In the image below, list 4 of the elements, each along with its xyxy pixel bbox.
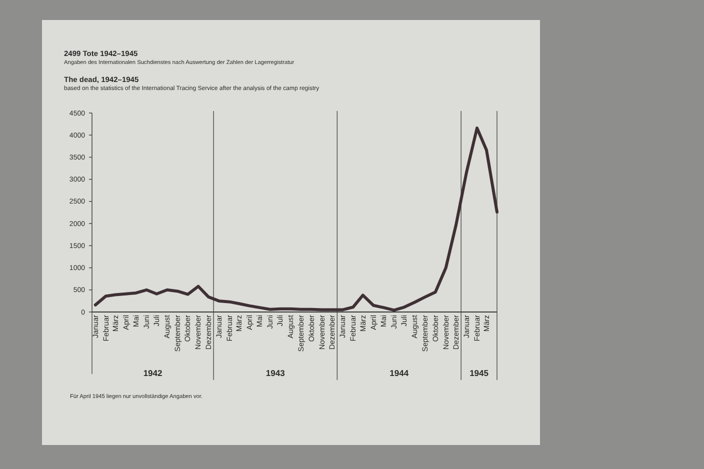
text: 1945 (470, 368, 489, 378)
text: 1942 (143, 368, 163, 378)
text: 1944 (390, 368, 409, 378)
text: 1943 (266, 368, 286, 378)
